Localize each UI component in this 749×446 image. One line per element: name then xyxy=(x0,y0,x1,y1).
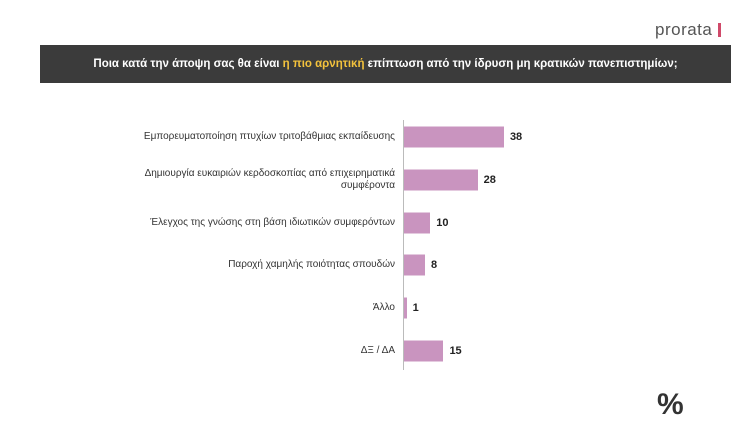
axis-line xyxy=(403,120,404,370)
value-label: 15 xyxy=(449,345,462,357)
value-label: 38 xyxy=(509,131,523,143)
title-highlight: η πιο αρνητική xyxy=(282,58,365,70)
title-part: επίπτωση από την ίδρυση μη κρατικών πανε… xyxy=(364,58,678,70)
title-part: Ποια κατά την άποψη σας θα είναι xyxy=(93,58,283,70)
bar xyxy=(404,126,504,148)
category-label: Εμπορευματοποίηση πτυχίων τριτοβάθμιας ε… xyxy=(143,131,395,142)
value-label: 1 xyxy=(412,302,419,315)
value-label: 8 xyxy=(431,259,438,272)
category-label: Έλεγχος της γνώσης στη βάση ιδιωτικών συ… xyxy=(150,216,395,228)
title-bar: Ποια κατά την άποψη σας θα είναι η πιο α… xyxy=(40,45,731,83)
bar xyxy=(404,169,478,191)
logo: prorata xyxy=(655,20,713,39)
bar xyxy=(404,254,426,276)
logo-accent xyxy=(718,23,721,37)
value-label: 28 xyxy=(483,173,496,186)
category-label: Παροχή χαμηλής ποιότητας σπουδών xyxy=(228,259,395,271)
footer-mark: % xyxy=(657,388,684,421)
value-label: 10 xyxy=(436,216,449,229)
category-label: ΔΞ / ΔΑ xyxy=(360,345,395,356)
bar xyxy=(404,340,444,362)
bar xyxy=(404,212,431,234)
category-label: Δημιουργία ευκαιριών κερδοσκοπίας από επ… xyxy=(144,167,395,191)
title: Ποια κατά την άποψη σας θα είναι η πιο α… xyxy=(93,58,677,70)
category-label: Άλλο xyxy=(372,302,395,314)
bar xyxy=(404,297,407,319)
